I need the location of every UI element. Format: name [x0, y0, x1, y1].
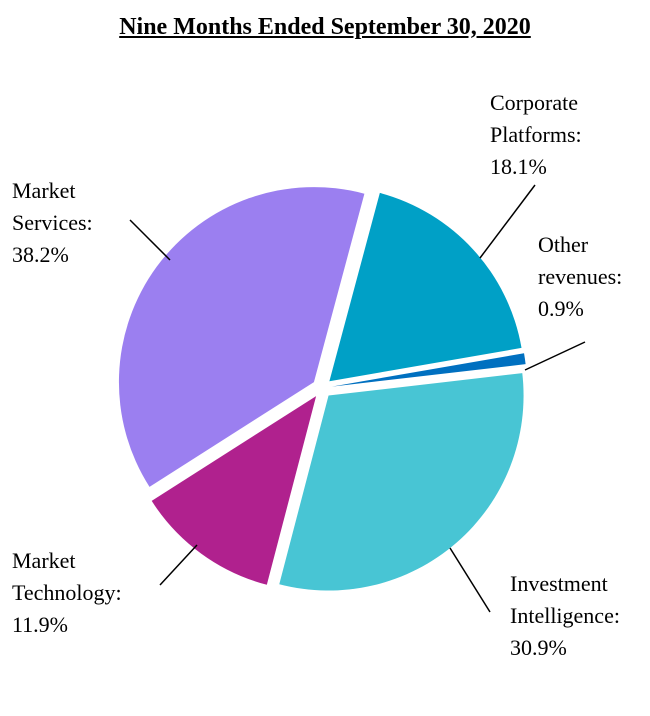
slice-label: Corporate Platforms: 18.1%: [490, 87, 582, 183]
slice-label: Other revenues: 0.9%: [538, 229, 622, 325]
slice-label: Market Services: 38.2%: [12, 175, 93, 271]
value-label: 18.1%: [490, 154, 547, 179]
pie-slice: [118, 187, 365, 487]
slice-label: Investment Intelligence: 30.9%: [510, 568, 620, 664]
category-label: Corporate Platforms:: [490, 90, 582, 147]
leader-line: [479, 184, 536, 259]
pie-slice: [279, 373, 524, 591]
pie-slice: [331, 353, 526, 387]
leader-line: [129, 219, 171, 261]
value-label: 30.9%: [510, 635, 567, 660]
category-label: Market Services:: [12, 178, 93, 235]
slice-label: Market Technology: 11.9%: [12, 545, 122, 641]
pie-slice: [329, 192, 522, 382]
value-label: 38.2%: [12, 242, 69, 267]
category-label: Other revenues:: [538, 232, 623, 289]
category-label: Investment Intelligence:: [510, 571, 620, 628]
pie-slice: [151, 396, 317, 585]
leader-line: [449, 547, 491, 613]
chart-title: Nine Months Ended September 30, 2020: [119, 14, 531, 40]
value-label: 11.9%: [12, 612, 69, 637]
leader-line: [159, 544, 198, 586]
leader-line: [524, 341, 586, 371]
value-label: 0.9%: [538, 296, 584, 321]
category-label: Market Technology:: [12, 548, 122, 605]
